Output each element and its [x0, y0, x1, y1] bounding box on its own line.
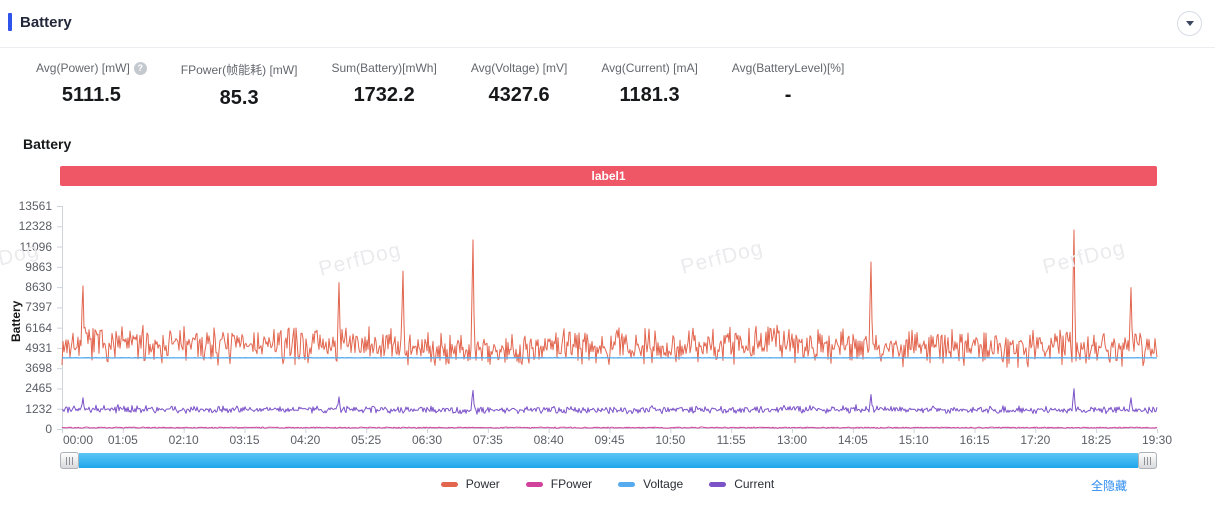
stat-label: Avg(Current) [mA]: [601, 61, 697, 75]
collapse-button[interactable]: [1177, 11, 1202, 36]
chart-label-banner[interactable]: label1: [60, 166, 1157, 186]
stat-item-4: Avg(Current) [mA] 1181.3: [595, 61, 703, 110]
battery-chart-canvas[interactable]: [57, 206, 1158, 433]
stat-label: Avg(BatteryLevel)[%]: [732, 61, 845, 75]
y-tick-label: 9863: [25, 259, 52, 274]
page-title: Battery: [20, 13, 72, 31]
legend-item-power[interactable]: Power: [440, 477, 500, 491]
y-tick-label: 0: [45, 422, 52, 436]
y-tick-label: 11096: [19, 239, 52, 254]
y-tick-label: 7397: [25, 300, 52, 315]
x-tick-label: 06:30: [411, 433, 443, 447]
stat-item-0: Avg(Power) [mW]? 5111.5: [30, 61, 153, 110]
stat-item-3: Avg(Voltage) [mV] 4327.6: [465, 61, 574, 110]
stat-value: 1732.2: [353, 84, 415, 106]
time-range-slider: [60, 452, 1157, 469]
section-accent-bar: [8, 13, 12, 31]
x-tick-label: 04:20: [290, 433, 321, 447]
x-tick-label: 19:30: [1141, 433, 1173, 447]
banner-label: label1: [591, 169, 626, 183]
x-tick-label: 18:25: [1081, 433, 1112, 447]
chart-title: Battery: [23, 136, 72, 152]
legend-swatch-power: [440, 481, 458, 487]
x-tick-label: 13:00: [776, 433, 808, 447]
legend-swatch-fpower: [525, 481, 543, 487]
stat-value: -: [784, 84, 792, 106]
y-axis-ticks: 13561 12328 11096 9863 8630 7397 6164 4931 3698 2…: [0, 199, 52, 436]
header-divider: [0, 47, 1215, 48]
stat-label-text: Avg(BatteryLevel)[%]: [731, 61, 845, 75]
x-tick-label: 03:15: [229, 433, 260, 447]
section-header: Battery: [8, 13, 72, 31]
x-tick-label: 02:10: [168, 433, 199, 447]
stat-label: Sum(Battery)[mWh]: [331, 61, 436, 75]
stat-label-text: FPower(帧能耗) [mW]: [180, 63, 298, 77]
stat-label-text: Sum(Battery)[mWh]: [331, 61, 437, 75]
x-tick-label: 09:45: [594, 433, 625, 447]
stat-label-text: Avg(Voltage) [mV]: [470, 61, 568, 75]
x-tick-label: 05:25: [351, 433, 382, 447]
x-tick-label: 08:40: [533, 433, 564, 447]
slider-handle-left[interactable]: [60, 452, 79, 469]
y-tick-label: 1232: [25, 401, 52, 416]
x-tick-label: 15:10: [898, 433, 929, 447]
stat-item-1: FPower(帧能耗) [mW] 85.3: [175, 61, 304, 110]
legend-item-voltage[interactable]: Voltage: [618, 477, 683, 491]
series-line-fpower: [61, 426, 1158, 429]
stat-item-2: Sum(Battery)[mWh] 1732.2: [325, 61, 442, 110]
legend-item-current[interactable]: Current: [709, 477, 774, 491]
slider-handle-right[interactable]: [1138, 452, 1157, 469]
x-tick-label: 10:50: [655, 433, 686, 447]
plot-area: PerfDog PerfDog PerfDog PerfDog: [0, 206, 1158, 433]
stat-value: 4327.6: [488, 84, 550, 106]
stat-item-5: Avg(BatteryLevel)[%] -: [726, 61, 851, 110]
x-axis-ticks: 00:00 01:05 02:10 03:15 04:20 05:25 06:30 07:35…: [62, 433, 1172, 449]
stat-label-text: Avg(Power) [mW]: [36, 61, 130, 75]
stat-label: Avg(Voltage) [mV]: [471, 61, 568, 75]
x-tick-label: 11:55: [716, 433, 746, 447]
y-tick-label: 4931: [25, 340, 52, 355]
stats-row: Avg(Power) [mW]? 5111.5 FPower(帧能耗) [mW] 85…: [30, 61, 850, 110]
y-tick-label: 2465: [25, 381, 52, 396]
stat-value: 5111.5: [61, 84, 121, 106]
x-tick-label: 16:15: [959, 433, 990, 447]
y-tick-label: 6164: [25, 320, 52, 335]
stat-value: 1181.3: [619, 84, 680, 106]
chevron-down-icon: [1185, 21, 1194, 26]
legend-item-fpower[interactable]: FPower: [525, 477, 593, 491]
stat-label: Avg(Power) [mW]?: [36, 61, 147, 75]
help-icon[interactable]: ?: [133, 61, 147, 75]
stat-value: 85.3: [219, 87, 259, 109]
stat-label-text: Avg(Current) [mA]: [601, 61, 698, 75]
x-tick-label: 01:05: [107, 433, 138, 447]
x-tick-label: 00:00: [63, 433, 94, 447]
y-tick-label: 3698: [25, 361, 52, 376]
hide-all-link[interactable]: 全隐藏: [1090, 479, 1127, 493]
slider-track[interactable]: [79, 453, 1138, 468]
stat-label: FPower(帧能耗) [mW]: [181, 61, 298, 78]
legend-swatch-current: [709, 481, 727, 487]
x-tick-label: 17:20: [1020, 433, 1051, 447]
legend-label: FPower: [550, 477, 593, 491]
legend-label: Current: [734, 477, 775, 491]
x-tick-label: 07:35: [472, 433, 503, 447]
x-tick-label: 14:05: [837, 433, 868, 447]
legend-swatch-voltage: [618, 481, 636, 487]
y-tick-label: 8630: [25, 280, 52, 295]
series-line-power: [61, 229, 1158, 368]
series-line-current: [61, 388, 1158, 415]
legend-label: Power: [465, 477, 500, 491]
y-tick-label: 13561: [18, 199, 52, 213]
chart-legend: Power FPower Voltage Current: [0, 477, 1215, 491]
legend-label: Voltage: [643, 477, 684, 491]
y-tick-label: 12328: [18, 219, 52, 234]
